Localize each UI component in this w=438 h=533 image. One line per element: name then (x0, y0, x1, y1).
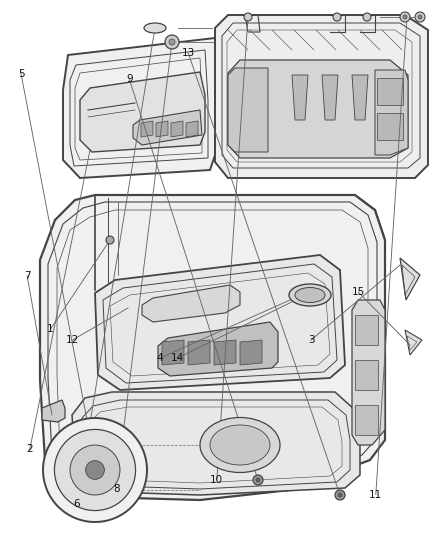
Circle shape (415, 12, 425, 22)
Polygon shape (40, 195, 385, 500)
Circle shape (43, 418, 147, 522)
Circle shape (418, 15, 422, 19)
Text: 10: 10 (210, 475, 223, 484)
Polygon shape (240, 340, 262, 365)
Polygon shape (186, 121, 198, 137)
Circle shape (244, 13, 252, 21)
Text: 14: 14 (171, 353, 184, 363)
Polygon shape (141, 121, 153, 137)
Circle shape (338, 493, 342, 497)
Polygon shape (405, 330, 422, 355)
Circle shape (165, 35, 179, 49)
Circle shape (400, 12, 410, 22)
Polygon shape (352, 300, 385, 445)
Polygon shape (215, 15, 428, 178)
Circle shape (86, 461, 104, 479)
Polygon shape (228, 68, 268, 152)
Polygon shape (377, 113, 403, 140)
Circle shape (169, 39, 175, 45)
Ellipse shape (295, 287, 325, 303)
Polygon shape (158, 322, 278, 376)
Text: 12: 12 (66, 335, 79, 345)
Text: 3: 3 (307, 335, 314, 345)
Text: 4: 4 (156, 353, 163, 363)
Circle shape (106, 236, 114, 244)
Polygon shape (355, 360, 378, 390)
Polygon shape (133, 110, 202, 145)
Polygon shape (228, 60, 408, 158)
Text: 5: 5 (18, 69, 25, 78)
Polygon shape (188, 340, 210, 365)
Polygon shape (375, 70, 408, 155)
Polygon shape (292, 75, 308, 120)
Polygon shape (214, 340, 236, 365)
Text: 8: 8 (113, 484, 120, 494)
Ellipse shape (200, 417, 280, 472)
Polygon shape (72, 392, 360, 495)
Polygon shape (80, 72, 205, 152)
Text: 15: 15 (352, 287, 365, 297)
Polygon shape (322, 75, 338, 120)
Circle shape (253, 475, 263, 485)
Circle shape (335, 490, 345, 500)
Ellipse shape (210, 425, 270, 465)
Ellipse shape (144, 23, 166, 33)
Polygon shape (400, 258, 420, 300)
Circle shape (363, 13, 371, 21)
Circle shape (256, 478, 260, 482)
Polygon shape (352, 75, 368, 120)
Polygon shape (355, 315, 378, 345)
Text: 11: 11 (369, 490, 382, 499)
Circle shape (54, 430, 135, 511)
Polygon shape (42, 400, 65, 422)
Polygon shape (95, 255, 345, 390)
Ellipse shape (289, 284, 331, 306)
Text: 6: 6 (73, 499, 80, 509)
Text: 9: 9 (126, 74, 133, 84)
Polygon shape (156, 121, 168, 137)
Text: 2: 2 (26, 445, 33, 454)
Text: 1: 1 (47, 325, 54, 334)
Polygon shape (355, 405, 378, 435)
Polygon shape (377, 78, 403, 105)
Text: 13: 13 (182, 49, 195, 58)
Text: 7: 7 (24, 271, 31, 281)
Circle shape (70, 445, 120, 495)
Polygon shape (162, 340, 184, 365)
Polygon shape (142, 285, 240, 322)
Polygon shape (63, 38, 215, 178)
Circle shape (403, 15, 407, 19)
Circle shape (333, 13, 341, 21)
Polygon shape (171, 121, 183, 137)
